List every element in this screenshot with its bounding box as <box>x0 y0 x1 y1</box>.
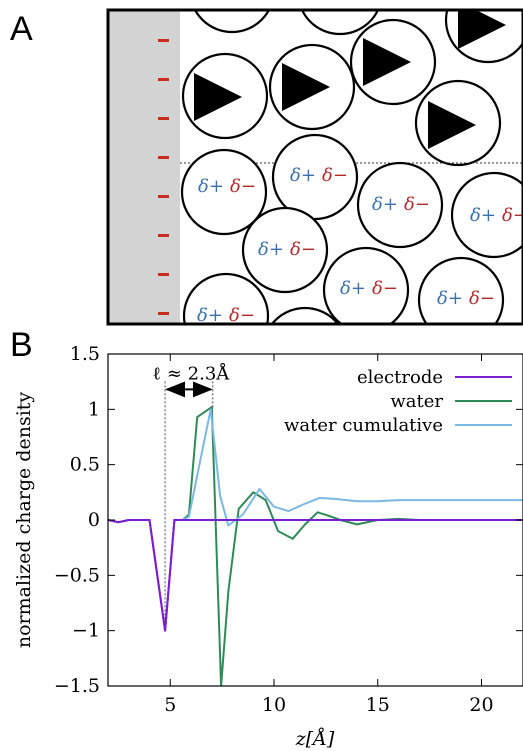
water-molecule <box>271 133 359 221</box>
delta-minus-label: δ− <box>230 176 256 197</box>
panel-b-label: B <box>10 326 33 364</box>
plot-area <box>108 406 523 686</box>
x-tick-label: 20 <box>469 694 493 716</box>
x-tick-label: 10 <box>262 694 286 716</box>
electrode-charge <box>158 117 169 120</box>
legend: electrode water water cumulative <box>284 367 512 436</box>
delta-plus-label: δ+ <box>198 176 224 197</box>
legend-label: electrode <box>357 367 443 388</box>
delta-plus-label: δ+ <box>197 305 223 326</box>
delta-minus-label: δ− <box>372 278 398 299</box>
y-tick-label: 0 <box>88 509 100 531</box>
electrode-charges <box>158 39 169 315</box>
y-axis-label: normalized charge density <box>13 392 35 649</box>
electrode-charge <box>158 273 169 276</box>
delta-minus-label: δ− <box>469 288 495 309</box>
water-molecule <box>322 246 410 324</box>
delta-minus-label: δ− <box>229 305 255 326</box>
series-line-electrode-overlay <box>108 519 523 631</box>
water-molecule <box>300 10 380 36</box>
water-molecule <box>182 272 270 324</box>
electrode-charge <box>158 234 169 237</box>
delta-minus-label: δ− <box>404 194 430 215</box>
panel-a-schematic: δ+ δ− δ+ δ− δ+ δ− δ+ δ− δ+ δ− δ+ δ− δ+ δ… <box>106 8 523 326</box>
water-molecule <box>193 10 271 34</box>
series-line-water-cumulative <box>182 408 523 527</box>
delta-plus-label: δ+ <box>372 194 398 215</box>
water-molecule <box>180 148 268 236</box>
partial-charge-labels: δ+ δ− δ+ δ− δ+ δ− δ+ δ− δ+ δ− δ+ δ− δ+ δ… <box>197 165 523 326</box>
electrode-charge <box>158 312 169 315</box>
delta-minus-label: δ− <box>502 205 523 226</box>
water-molecule <box>356 161 444 249</box>
legend-label: water <box>390 391 443 412</box>
delta-plus-label: δ+ <box>437 288 463 309</box>
y-tick-label: 1.5 <box>70 343 100 365</box>
y-tick-label: −1.5 <box>54 675 100 697</box>
delta-plus-label: δ+ <box>290 165 316 186</box>
x-tick-label: 15 <box>366 694 390 716</box>
panel-b-chart: 5 10 15 20 1.5 1 0.5 0 −0.5 −1 −1.5 ℓ ≈ 2.3Å elect… <box>13 343 523 750</box>
water-molecule <box>417 256 505 324</box>
x-tick-label: 5 <box>164 694 176 716</box>
panel-a-frame <box>106 8 523 326</box>
water-molecule <box>270 306 340 324</box>
electrode-charge <box>158 195 169 198</box>
delta-plus-label: δ+ <box>340 278 366 299</box>
delta-minus-label: δ− <box>290 239 316 260</box>
y-tick-label: −0.5 <box>54 564 100 586</box>
electrode-charge <box>158 78 169 81</box>
legend-label: water cumulative <box>284 415 443 436</box>
length-annotation-label: ℓ ≈ 2.3Å <box>153 362 231 384</box>
water-molecule <box>450 171 523 259</box>
length-annotation: ℓ ≈ 2.3Å <box>153 362 231 626</box>
delta-plus-label: δ+ <box>470 205 496 226</box>
y-tick-label: 1 <box>88 398 100 420</box>
axis-ticks: 5 10 15 20 1.5 1 0.5 0 −0.5 −1 −1.5 <box>54 343 523 716</box>
electrode-charge <box>158 39 169 42</box>
electrode-charge <box>158 156 169 159</box>
electrode-region <box>108 10 180 324</box>
water-molecule <box>241 206 329 294</box>
delta-plus-label: δ+ <box>258 239 284 260</box>
x-axis-label: z[Å] <box>295 728 335 750</box>
series-line-water <box>182 406 523 686</box>
delta-minus-label: δ− <box>322 165 348 186</box>
y-tick-label: 0.5 <box>70 454 100 476</box>
water-molecules <box>180 10 523 324</box>
y-tick-label: −1 <box>72 620 100 642</box>
panel-a-label: A <box>10 10 33 48</box>
